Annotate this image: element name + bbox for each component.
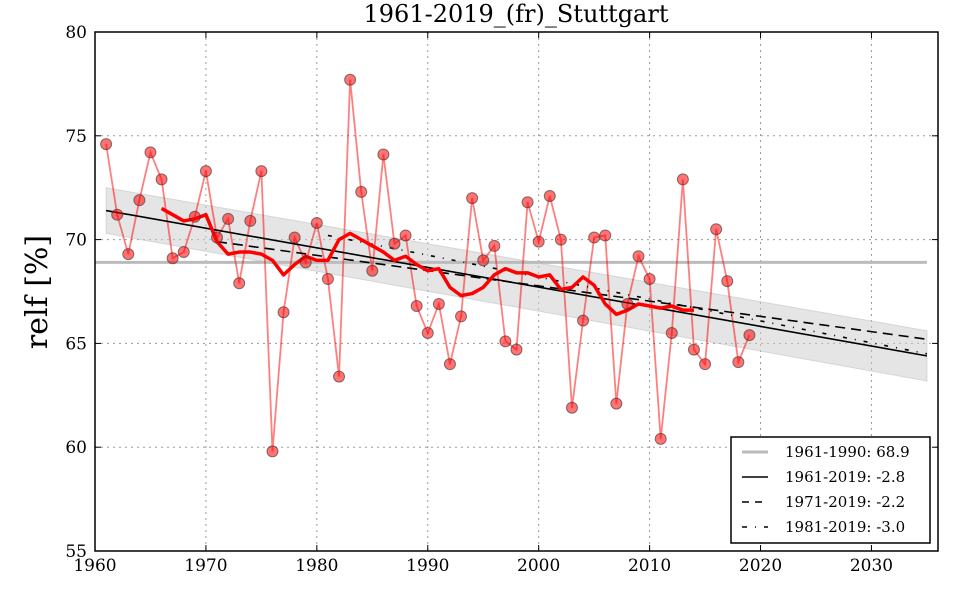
data-point [721, 275, 734, 288]
data-point [421, 327, 434, 340]
data-point [321, 273, 334, 286]
data-point [111, 208, 124, 221]
data-point [100, 138, 113, 151]
y-tick-label: 55 [65, 542, 87, 562]
data-point [244, 214, 257, 227]
data-point [699, 358, 712, 371]
y-tick-label: 75 [65, 127, 87, 147]
data-point [455, 310, 468, 323]
data-point [432, 297, 445, 310]
x-tick-label: 2000 [517, 556, 560, 576]
legend-label: 1971-2019: -2.2 [785, 493, 905, 511]
x-tick-label: 2010 [628, 556, 671, 576]
data-point [144, 146, 157, 159]
data-point [199, 165, 212, 178]
y-tick-label: 60 [65, 438, 87, 458]
data-point [543, 190, 556, 203]
data-point [288, 231, 301, 244]
data-point [654, 432, 667, 445]
x-tick-label: 2020 [739, 556, 782, 576]
data-point [687, 343, 700, 356]
data-point [188, 210, 201, 223]
data-point [133, 194, 146, 207]
data-point [388, 237, 401, 250]
chart-title: 1961-2019_(fr)_Stuttgart [364, 0, 669, 28]
data-point [643, 273, 656, 286]
legend: 1961-1990: 68.9 1961-2019: -2.8 1971-2019:… [730, 436, 931, 544]
data-point [532, 235, 545, 248]
running-mean-line [160, 206, 694, 317]
y-axis-label: relf [%] [20, 235, 55, 349]
data-point [122, 248, 135, 261]
data-point [499, 335, 512, 348]
legend-label: 1961-2019: -2.8 [785, 468, 905, 486]
data-point [333, 370, 346, 383]
data-point [577, 314, 590, 327]
data-point [588, 231, 601, 244]
data-point [310, 216, 323, 229]
x-tick-label: 2030 [850, 556, 893, 576]
data-point [621, 297, 634, 310]
data-point [211, 231, 224, 244]
data-point [266, 445, 279, 458]
data-point [344, 73, 357, 86]
legend-label: 1981-2019: -3.0 [785, 518, 905, 536]
data-point [277, 306, 290, 319]
data-point [299, 256, 312, 269]
data-point [166, 252, 179, 265]
data-point [233, 277, 246, 290]
data-point [177, 246, 190, 259]
y-tick-label: 70 [65, 231, 87, 251]
data-point [399, 229, 412, 242]
data-point [676, 173, 689, 186]
data-point [610, 397, 623, 410]
data-point [410, 300, 423, 313]
plot-frame [94, 31, 939, 552]
data-point [565, 401, 578, 414]
data-point [443, 358, 456, 371]
data-point [665, 327, 678, 340]
x-tick-label: 1990 [406, 556, 449, 576]
trend-line-dashed [216, 240, 928, 341]
data-point [488, 239, 501, 252]
data-point [710, 223, 723, 236]
data-point [377, 148, 390, 161]
data-point [599, 229, 612, 242]
legend-box [730, 436, 931, 544]
data-point [222, 212, 235, 225]
y-tick-label: 80 [65, 23, 87, 43]
data-point [732, 356, 745, 369]
x-tick-label: 1960 [73, 556, 116, 576]
data-point [510, 343, 523, 356]
y-tick-label: 65 [65, 334, 87, 354]
data-point [255, 165, 268, 178]
data-point [554, 233, 567, 246]
data-point [466, 192, 479, 205]
x-tick-label: 1980 [295, 556, 338, 576]
data-point [632, 250, 645, 263]
data-point [355, 185, 368, 198]
legend-label: 1961-1990: 68.9 [785, 443, 910, 461]
trend-line-solid [105, 209, 928, 357]
x-tick-label: 1970 [184, 556, 227, 576]
data-point [155, 173, 168, 186]
data-point [366, 264, 379, 277]
data-point [521, 196, 534, 209]
data-point [743, 329, 756, 342]
data-point [477, 254, 490, 267]
